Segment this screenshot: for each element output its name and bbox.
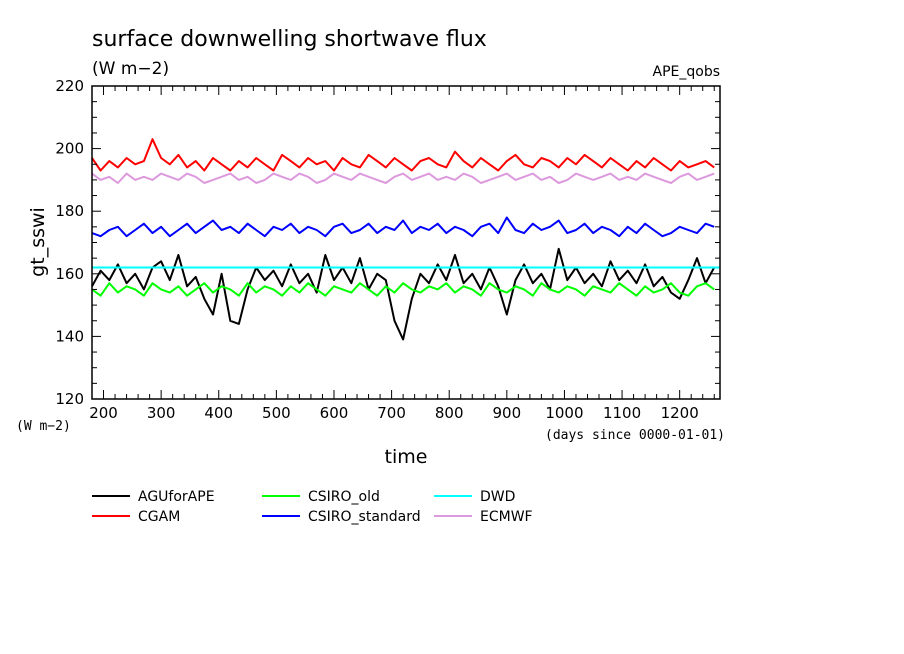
series-layer [91, 138, 720, 341]
x-tick-label: 700 [377, 404, 406, 422]
legend-label: CGAM [138, 509, 180, 525]
chart-subtitle: (W m−2) [92, 59, 169, 79]
legend-item-aguforape: AGUforAPE [92, 489, 215, 505]
y-tick-label: 160 [55, 265, 84, 283]
x-tick-label: 1100 [603, 404, 641, 422]
legend-label: CSIRO_old [308, 489, 380, 505]
y-tick-label: 120 [55, 390, 84, 408]
tick-layer: 200 300 400 500 600 700 800 900 1000 1100 1200 120 1… [55, 77, 720, 422]
x-tick-label: 600 [320, 404, 349, 422]
legend-label: DWD [480, 489, 515, 505]
y-tick-label: 140 [55, 327, 84, 345]
legend-item-ecmwf: ECMWF [434, 509, 533, 525]
x-axis-unit: (days since 0000-01-01) [545, 428, 725, 443]
y-tick-label: 180 [55, 202, 84, 220]
x-tick-label: 1200 [661, 404, 699, 422]
x-tick-label: 800 [435, 404, 464, 422]
series-line-csiro-standard [91, 216, 715, 238]
y-tick-label: 200 [55, 140, 84, 158]
series-line-ecmwf [91, 172, 715, 184]
legend-item-cgam: CGAM [92, 509, 180, 525]
experiment-tag: APE_qobs [653, 64, 721, 80]
x-tick-label: 1000 [545, 404, 583, 422]
legend-item-csiro-old: CSIRO_old [262, 489, 380, 505]
y-tick-label: 220 [55, 77, 84, 95]
x-axis-label: time [385, 446, 428, 468]
x-tick-label: 300 [147, 404, 176, 422]
legend-label: ECMWF [480, 509, 533, 525]
x-tick-label: 900 [493, 404, 522, 422]
x-tick-label: 500 [262, 404, 291, 422]
x-tick-label: 200 [89, 404, 118, 422]
series-line-csiro-old [91, 282, 715, 297]
y-axis-label: gt_sswi [27, 207, 49, 277]
plot-frame [91, 85, 721, 400]
series-line-aguforape [91, 247, 716, 341]
legend-label: AGUforAPE [138, 489, 215, 505]
series-line-cgam [91, 138, 715, 172]
legend-item-csiro-standard: CSIRO_standard [262, 509, 421, 525]
plot-area: 200 300 400 500 600 700 800 900 1000 1100 1200 120 1… [55, 77, 721, 422]
chart-title: surface downwelling shortwave flux [92, 27, 487, 52]
legend-item-dwd: DWD [434, 489, 515, 505]
legend-label: CSIRO_standard [308, 509, 421, 525]
legend: AGUforAPE CGAM CSIRO_old CSIRO_standard DWD E… [92, 489, 533, 525]
x-tick-label: 400 [204, 404, 233, 422]
y-axis-unit: (W m−2) [16, 419, 71, 434]
